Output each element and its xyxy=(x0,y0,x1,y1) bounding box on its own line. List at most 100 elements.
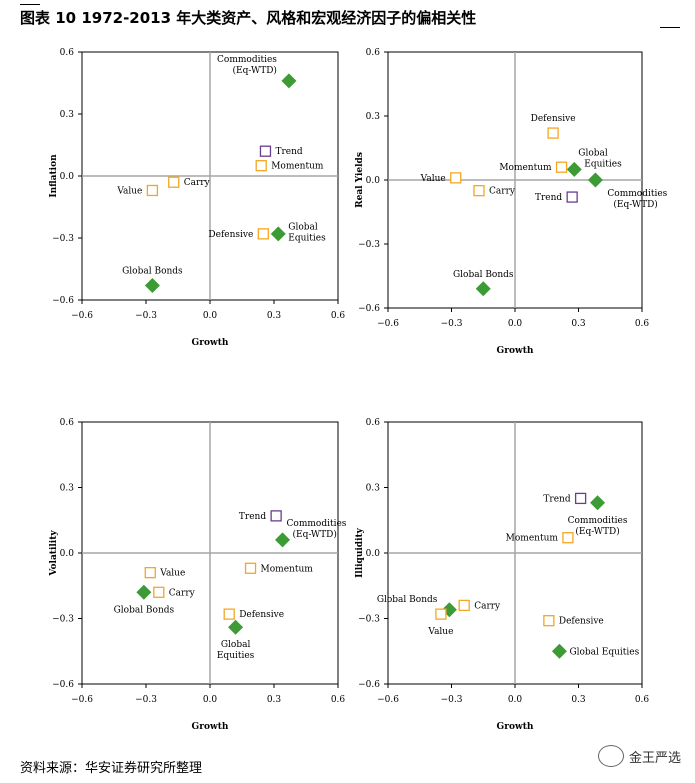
marker-carry xyxy=(458,599,470,612)
marker-trend xyxy=(270,510,282,522)
marker-global-equities xyxy=(566,161,582,177)
scatter-panel-3: −0.6 −0.6 −0.3 −0.3 0.0 0.0 0.3 0.3 0.6 0.6 Growth… xyxy=(49,418,347,732)
marker-carry xyxy=(473,185,485,197)
marker-carry xyxy=(168,176,180,188)
x-tick-label: 0.0 xyxy=(508,695,523,705)
watermark-text: 金王严选 xyxy=(628,750,681,766)
label-value: Value xyxy=(159,569,185,579)
marker-trend xyxy=(259,145,272,157)
x-axis-label: Growth xyxy=(192,722,229,732)
x-tick-label: 0.6 xyxy=(635,695,650,705)
x-tick-label: 0.3 xyxy=(571,319,586,329)
label-global-bonds: Global Bonds xyxy=(114,605,175,615)
y-tick-label: −0.6 xyxy=(52,680,74,690)
label-global-equities: Global xyxy=(578,148,608,158)
label-global-equities: Global xyxy=(288,222,318,232)
x-tick-label: 0.6 xyxy=(331,311,346,321)
marker-value xyxy=(144,567,156,579)
label-global-equities: Global Equities xyxy=(569,647,639,657)
marker-global-bonds xyxy=(475,281,491,297)
x-tick-label: 0.0 xyxy=(203,695,218,705)
label-global-bonds: Global Bonds xyxy=(377,595,438,605)
y-tick-label: −0.3 xyxy=(358,240,380,250)
x-tick-label: −0.6 xyxy=(377,695,399,705)
label-global-equities: Equities xyxy=(584,159,622,169)
x-tick-label: −0.6 xyxy=(377,319,399,329)
x-tick-label: −0.3 xyxy=(441,319,463,329)
marker-carry xyxy=(153,586,165,598)
marker-commodities-eq-wtd xyxy=(590,495,606,511)
marker-trend xyxy=(566,191,578,203)
label-carry: Carry xyxy=(184,178,211,188)
y-tick-label: 0.6 xyxy=(60,48,75,58)
header-rule-left xyxy=(20,4,40,5)
label-commodities-eq-wtd: Commodities xyxy=(217,55,277,65)
figure-header: 图表 10 1972-2013 年大类资产、风格和宏观经济因子的偏相关性 xyxy=(0,0,695,32)
x-tick-label: 0.6 xyxy=(331,695,346,705)
marker-commodities-eq-wtd xyxy=(281,73,297,89)
y-axis-label: Real Yields xyxy=(355,152,365,208)
wechat-icon xyxy=(597,745,624,767)
label-trend: Trend xyxy=(239,512,266,522)
x-axis-label: Growth xyxy=(497,722,534,732)
label-carry: Carry xyxy=(474,601,501,611)
y-tick-label: 0.0 xyxy=(366,176,381,186)
marker-global-equities xyxy=(270,226,286,242)
label-global-equities: Equities xyxy=(217,651,255,661)
label-commodities-eq-wtd: Commodities xyxy=(607,189,667,199)
marker-value xyxy=(146,184,159,197)
x-tick-label: 0.0 xyxy=(203,311,218,321)
label-trend: Trend xyxy=(535,193,562,203)
x-axis-label: Growth xyxy=(497,346,534,356)
y-tick-label: 0.6 xyxy=(60,418,75,428)
scatter-panel-1: −0.6 −0.6 −0.3 −0.3 0.0 0.0 0.3 0.3 0.6 0.6 Growth… xyxy=(49,48,345,348)
source-note: 资料来源：华安证券研究所整理 xyxy=(20,761,203,776)
label-commodities-eq-wtd: (Eq-WTD) xyxy=(233,65,277,76)
label-commodities-eq-wtd: (Eq-WTD) xyxy=(613,199,657,210)
label-commodities-eq-wtd: Commodities xyxy=(287,519,347,529)
label-trend: Trend xyxy=(543,494,570,504)
label-carry: Carry xyxy=(169,588,196,598)
x-tick-label: −0.6 xyxy=(71,695,93,705)
label-carry: Carry xyxy=(489,187,516,197)
label-trend: Trend xyxy=(275,147,302,157)
marker-defensive xyxy=(543,615,555,627)
x-tick-label: −0.3 xyxy=(441,695,463,705)
label-defensive: Defensive xyxy=(531,114,576,124)
header-rule-right xyxy=(660,27,680,28)
marker-momentum xyxy=(555,161,568,173)
marker-commodities-eq-wtd xyxy=(587,172,603,188)
x-tick-label: 0.6 xyxy=(635,319,650,329)
x-tick-label: −0.3 xyxy=(135,695,157,705)
marker-defensive xyxy=(223,608,235,620)
y-tick-label: 0.0 xyxy=(60,172,75,182)
label-momentum: Momentum xyxy=(499,163,552,173)
marker-momentum xyxy=(244,562,257,574)
y-tick-label: 0.3 xyxy=(60,484,75,494)
y-axis-label: Volatility xyxy=(49,530,59,577)
y-tick-label: −0.3 xyxy=(358,615,380,625)
watermark: 金王严选 xyxy=(597,745,681,767)
label-value: Value xyxy=(420,174,446,184)
y-axis-label: Illiquidity xyxy=(355,527,365,578)
label-value: Value xyxy=(116,186,142,196)
label-commodities-eq-wtd: (Eq-WTD) xyxy=(293,529,337,540)
x-axis-label: Growth xyxy=(192,338,229,348)
label-momentum: Momentum xyxy=(506,534,559,544)
label-momentum: Momentum xyxy=(271,162,324,172)
marker-global-bonds xyxy=(144,278,160,294)
label-commodities-eq-wtd: Commodities xyxy=(568,516,628,526)
y-tick-label: −0.6 xyxy=(358,680,380,690)
marker-commodities-eq-wtd xyxy=(275,532,291,548)
y-tick-label: −0.3 xyxy=(52,234,74,244)
marker-value xyxy=(435,608,447,620)
y-tick-label: −0.6 xyxy=(52,296,74,306)
marker-global-equities xyxy=(228,619,244,635)
marker-global-equities xyxy=(551,643,567,659)
x-tick-label: 0.3 xyxy=(267,311,282,321)
y-tick-label: −0.6 xyxy=(358,304,380,314)
marker-defensive xyxy=(547,127,559,139)
scatter-panel-4: −0.6 −0.6 −0.3 −0.3 0.0 0.0 0.3 0.3 0.6 0.6 Growth… xyxy=(355,418,649,732)
y-tick-label: 0.0 xyxy=(60,549,75,559)
